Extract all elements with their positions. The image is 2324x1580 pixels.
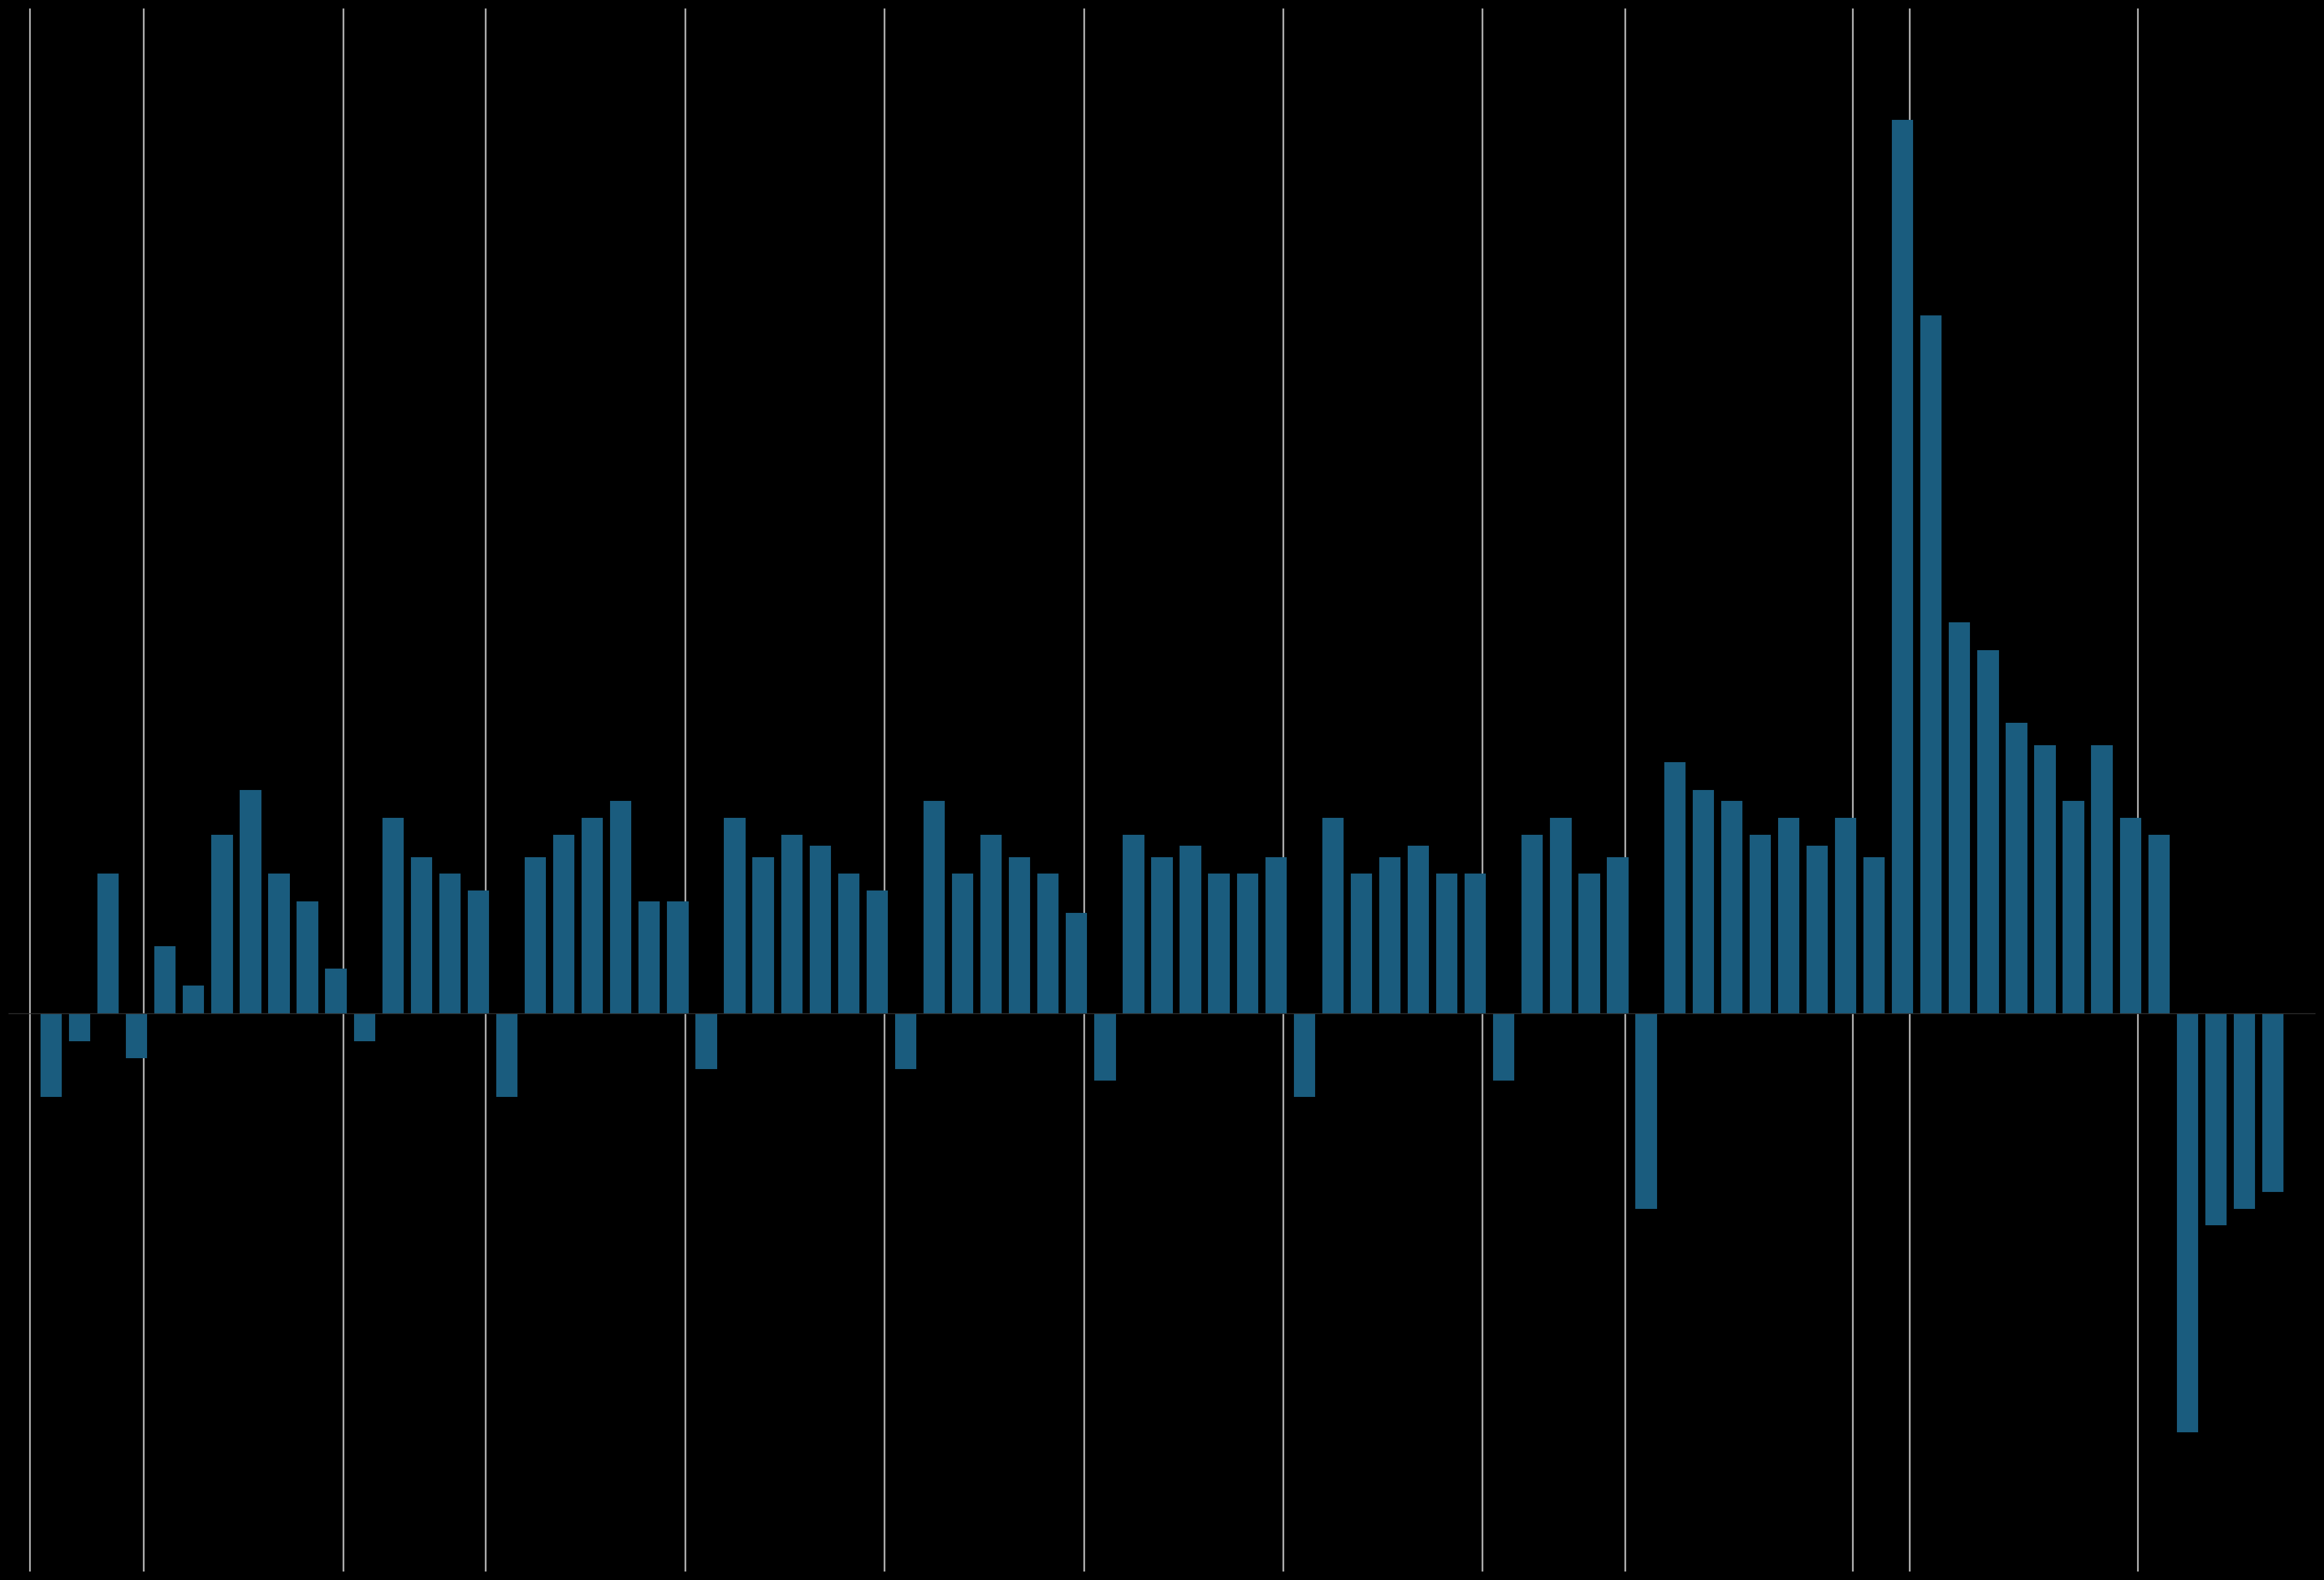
Bar <box>1578 874 1599 1013</box>
Bar <box>839 874 860 1013</box>
Bar <box>1294 1013 1315 1097</box>
Bar <box>2233 1013 2254 1209</box>
Bar <box>1037 874 1060 1013</box>
Bar <box>1150 856 1174 1013</box>
Bar <box>923 801 946 1013</box>
Bar <box>639 902 660 1013</box>
Bar <box>439 874 460 1013</box>
Bar <box>2261 1013 2284 1191</box>
Bar <box>1636 1013 1657 1209</box>
Bar <box>581 818 602 1013</box>
Bar <box>1322 818 1343 1013</box>
Bar <box>1550 818 1571 1013</box>
Bar <box>667 902 688 1013</box>
Bar <box>1836 818 1857 1013</box>
Bar <box>525 856 546 1013</box>
Bar <box>1522 834 1543 1013</box>
Bar <box>781 834 802 1013</box>
Bar <box>1181 845 1202 1013</box>
Bar <box>1264 856 1287 1013</box>
Bar <box>2034 746 2057 1013</box>
Bar <box>1778 818 1799 1013</box>
Bar <box>2006 724 2027 1013</box>
Bar <box>297 902 318 1013</box>
Bar <box>2064 801 2085 1013</box>
Bar <box>2119 818 2140 1013</box>
Bar <box>467 891 488 1013</box>
Bar <box>2178 1013 2199 1431</box>
Bar <box>497 1013 518 1097</box>
Bar <box>353 1013 374 1041</box>
Bar <box>1067 913 1088 1013</box>
Bar <box>1492 1013 1515 1081</box>
Bar <box>1408 845 1429 1013</box>
Bar <box>1950 623 1971 1013</box>
Bar <box>1692 790 1713 1013</box>
Bar <box>1978 651 1999 1013</box>
Bar <box>2205 1013 2226 1226</box>
Bar <box>1122 834 1143 1013</box>
Bar <box>1750 834 1771 1013</box>
Bar <box>153 946 177 1013</box>
Bar <box>695 1013 716 1070</box>
Bar <box>325 969 346 1013</box>
Bar <box>867 891 888 1013</box>
Bar <box>1208 874 1229 1013</box>
Bar <box>1236 874 1257 1013</box>
Bar <box>1722 801 1743 1013</box>
Bar <box>1436 874 1457 1013</box>
Bar <box>381 818 404 1013</box>
Bar <box>211 834 232 1013</box>
Bar <box>553 834 574 1013</box>
Bar <box>1378 856 1401 1013</box>
Bar <box>267 874 290 1013</box>
Bar <box>725 818 746 1013</box>
Bar <box>70 1013 91 1041</box>
Bar <box>895 1013 916 1070</box>
Bar <box>1920 316 1943 1013</box>
Bar <box>98 874 119 1013</box>
Bar <box>1864 856 1885 1013</box>
Bar <box>1892 120 1913 1013</box>
Bar <box>1350 874 1371 1013</box>
Bar <box>411 856 432 1013</box>
Bar <box>2092 746 2113 1013</box>
Bar <box>1806 845 1827 1013</box>
Bar <box>1608 856 1629 1013</box>
Bar <box>1009 856 1030 1013</box>
Bar <box>184 986 205 1013</box>
Bar <box>40 1013 63 1097</box>
Bar <box>125 1013 146 1059</box>
Bar <box>981 834 1002 1013</box>
Bar <box>753 856 774 1013</box>
Bar <box>239 790 260 1013</box>
Bar <box>809 845 832 1013</box>
Bar <box>1464 874 1485 1013</box>
Bar <box>1664 762 1685 1013</box>
Bar <box>1095 1013 1116 1081</box>
Bar <box>611 801 632 1013</box>
Bar <box>2147 834 2171 1013</box>
Bar <box>953 874 974 1013</box>
